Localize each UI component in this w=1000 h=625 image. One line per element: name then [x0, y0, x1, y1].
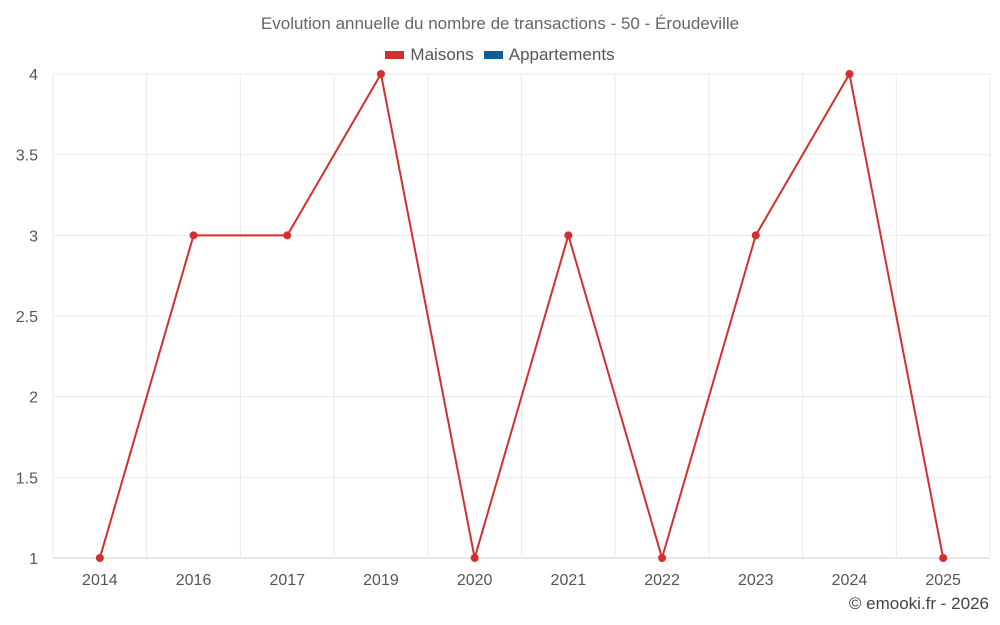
- legend-swatch-maisons: [385, 51, 405, 59]
- x-tick-label: 2016: [176, 572, 212, 589]
- data-point-maisons: [845, 70, 854, 78]
- x-tick-label: 2021: [551, 572, 587, 589]
- x-tick-label: 2020: [457, 572, 493, 589]
- data-point-maisons: [751, 231, 760, 240]
- credit-text: © emooki.fr - 2026: [848, 594, 989, 613]
- data-point-maisons: [95, 554, 104, 562]
- x-tick-label: 2023: [738, 572, 774, 589]
- chart-title: Evolution annuelle du nombre de transact…: [260, 14, 740, 33]
- y-tick-label: 3.5: [16, 148, 38, 165]
- legend-item-appartements[interactable]: Appartements: [483, 45, 615, 65]
- legend-swatch-appartements: [483, 51, 503, 59]
- legend-item-maisons[interactable]: Maisons: [385, 45, 474, 65]
- data-point-maisons: [939, 554, 948, 562]
- data-point-maisons: [189, 231, 198, 240]
- series-line-maisons: [98, 73, 945, 559]
- x-tick-label: 2022: [644, 572, 680, 589]
- y-tick-label: 2.5: [16, 309, 38, 326]
- x-tick-label: 2025: [925, 572, 961, 589]
- x-tick-label: 2019: [363, 572, 399, 589]
- y-tick-label: 3: [29, 228, 38, 245]
- chart-legend: Maisons Appartements: [0, 45, 1000, 65]
- data-point-maisons: [564, 231, 573, 240]
- y-tick-label: 4: [29, 67, 38, 84]
- x-tick-label: 2017: [269, 572, 305, 589]
- data-point-maisons: [470, 554, 479, 562]
- x-tick-label: 2024: [832, 572, 868, 589]
- legend-label-appartements: Appartements: [508, 45, 615, 64]
- y-tick-label: 2: [29, 390, 38, 407]
- data-point-maisons: [283, 231, 292, 240]
- y-tick-label: 1.5: [16, 470, 38, 487]
- legend-label-maisons: Maisons: [410, 45, 474, 64]
- data-point-maisons: [376, 70, 385, 78]
- data-point-maisons: [658, 554, 667, 562]
- y-tick-label: 1: [29, 551, 38, 568]
- x-tick-label: 2014: [82, 572, 118, 589]
